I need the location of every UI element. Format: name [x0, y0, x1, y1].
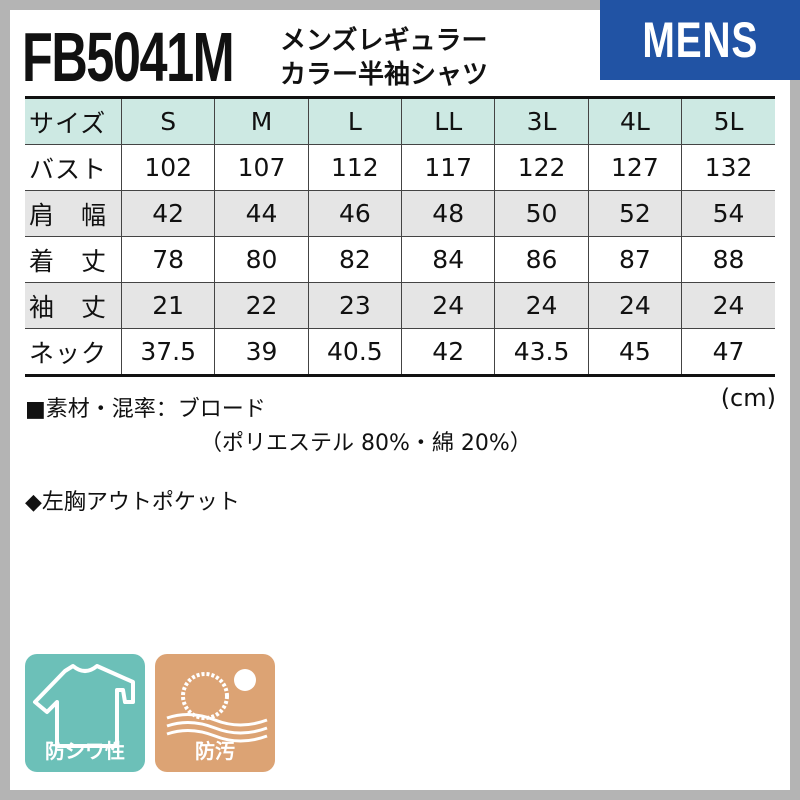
table-cell: 86	[494, 236, 589, 283]
feature-label: 防汚	[195, 739, 235, 763]
feature-label: 防シワ性	[45, 739, 125, 763]
table-row: 着 丈 78 80 82 84 86 87 88	[25, 236, 775, 283]
row-label: バスト	[25, 144, 122, 191]
table-cell: 127	[587, 144, 683, 191]
table-cell: 84	[401, 236, 496, 283]
feature-wrinkle-resistant: 防シワ性	[25, 654, 145, 772]
row-label: 着 丈	[25, 236, 122, 283]
table-row: 袖 丈 21 22 23 24 24 24 24	[25, 282, 775, 329]
material-detail: （ポリエステル 80%・綿 20%）	[200, 431, 532, 456]
table-cell: 40.5	[307, 328, 403, 376]
material-note: ■素材・混率：ブロード	[25, 397, 266, 422]
table-cell: 24	[401, 282, 496, 329]
table-cell: 87	[587, 236, 683, 283]
category-badge: MENS	[600, 0, 800, 80]
table-header-cell: M	[214, 97, 309, 145]
product-name-line1: メンズレギュラー	[280, 26, 488, 56]
table-cell: 112	[307, 144, 403, 191]
feature-stain-resistant: 防汚	[155, 654, 275, 772]
row-label: ネック	[25, 328, 122, 376]
table-cell: 43.5	[494, 328, 589, 376]
table-cell: 24	[587, 282, 683, 329]
table-cell: 122	[494, 144, 589, 191]
table-cell: 22	[214, 282, 309, 329]
table-header-cell: LL	[401, 97, 496, 145]
table-cell: 42	[120, 190, 216, 237]
table-row: ネック 37.5 39 40.5 42 43.5 45 47	[25, 328, 775, 376]
table-cell: 78	[120, 236, 216, 283]
size-table: サイズ S M L LL 3L 4L 5L バスト 102 107 112 117 122…	[25, 96, 775, 377]
stain-guard-icon	[166, 669, 268, 743]
shirt-icon	[33, 664, 135, 748]
table-header-cell: 4L	[587, 97, 683, 145]
table-cell: 42	[401, 328, 496, 376]
table-cell: 52	[587, 190, 683, 237]
table-cell: 48	[401, 190, 496, 237]
unit-label: (cm)	[720, 384, 776, 412]
table-header-row: サイズ S M L LL 3L 4L 5L	[25, 97, 775, 145]
table-cell: 117	[401, 144, 496, 191]
table-cell: 47	[681, 328, 775, 376]
product-name-line2: カラー半袖シャツ	[280, 60, 489, 90]
row-label: 肩 幅	[25, 190, 122, 237]
table-cell: 107	[214, 144, 309, 191]
table-header-cell: S	[120, 97, 216, 145]
table-cell: 54	[681, 190, 775, 237]
table-header-cell: 5L	[681, 97, 775, 145]
pocket-note: ◆左胸アウトポケット	[25, 490, 240, 515]
table-cell: 24	[681, 282, 775, 329]
table-cell: 80	[214, 236, 309, 283]
table-cell: 44	[214, 190, 309, 237]
table-cell: 102	[120, 144, 216, 191]
table-cell: 21	[120, 282, 216, 329]
table-header-cell: L	[307, 97, 403, 145]
table-cell: 82	[307, 236, 403, 283]
table-cell: 46	[307, 190, 403, 237]
row-label: 袖 丈	[25, 282, 122, 329]
table-cell: 37.5	[120, 328, 216, 376]
table-cell: 88	[681, 236, 775, 283]
table-cell: 24	[494, 282, 589, 329]
table-cell: 45	[587, 328, 683, 376]
table-row: バスト 102 107 112 117 122 127 132	[25, 144, 775, 191]
table-cell: 23	[307, 282, 403, 329]
model-number: FB5041M	[22, 18, 235, 96]
table-header-cell: サイズ	[25, 97, 122, 145]
product-name: メンズレギュラー カラー半袖シャツ	[280, 24, 488, 92]
table-header-cell: 3L	[494, 97, 589, 145]
table-cell: 50	[494, 190, 589, 237]
table-row: 肩 幅 42 44 46 48 50 52 54	[25, 190, 775, 237]
table-cell: 132	[681, 144, 775, 191]
table-cell: 39	[214, 328, 309, 376]
